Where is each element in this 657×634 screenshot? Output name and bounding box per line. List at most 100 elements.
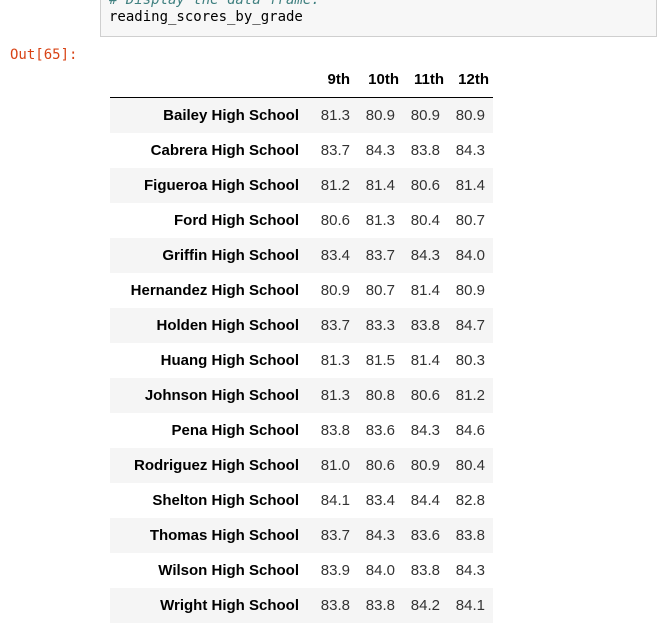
row-index-label: Bailey High School bbox=[163, 107, 299, 124]
header-row: 9th 10th 11th 12th bbox=[110, 62, 493, 98]
table-cell: 84.0 bbox=[455, 247, 485, 264]
table-cell: 83.8 bbox=[410, 562, 440, 579]
table-cell: 81.4 bbox=[410, 352, 440, 369]
table-cell: 81.4 bbox=[365, 177, 395, 194]
table-row: Huang High School 81.3 81.5 81.4 80.3 bbox=[110, 343, 493, 378]
table-row: Griffin High School 83.4 83.7 84.3 84.0 bbox=[110, 238, 493, 273]
column-header: 10th bbox=[358, 62, 403, 98]
row-index-label: Wright High School bbox=[160, 597, 299, 614]
table-cell: 81.2 bbox=[455, 387, 485, 404]
table-row: Figueroa High School 81.2 81.4 80.6 81.4 bbox=[110, 168, 493, 203]
table-cell: 81.0 bbox=[320, 457, 350, 474]
table-cell: 80.4 bbox=[455, 457, 485, 474]
row-index-label: Rodriguez High School bbox=[134, 457, 299, 474]
table-cell: 82.8 bbox=[455, 492, 485, 509]
table-cell: 80.9 bbox=[410, 107, 440, 124]
output-prompt: Out[65]: bbox=[10, 47, 78, 63]
table-cell: 83.3 bbox=[365, 317, 395, 334]
table-cell: 81.2 bbox=[320, 177, 350, 194]
table-row: Ford High School 80.6 81.3 80.4 80.7 bbox=[110, 203, 493, 238]
table-header: 9th 10th 11th 12th bbox=[110, 62, 493, 98]
table-cell: 81.3 bbox=[320, 352, 350, 369]
table-cell: 84.3 bbox=[455, 562, 485, 579]
row-index-label: Thomas High School bbox=[149, 527, 299, 544]
table-cell: 83.8 bbox=[410, 142, 440, 159]
table-cell: 83.8 bbox=[320, 597, 350, 614]
table-cell: 81.3 bbox=[320, 387, 350, 404]
table-cell: 83.4 bbox=[365, 492, 395, 509]
code-line: reading_scores_by_grade bbox=[109, 9, 303, 25]
table-cell: 84.1 bbox=[455, 597, 485, 614]
row-index-label: Ford High School bbox=[174, 212, 299, 229]
table-cell: 80.7 bbox=[365, 282, 395, 299]
table-row: Shelton High School 84.1 83.4 84.4 82.8 bbox=[110, 483, 493, 518]
table-cell: 80.6 bbox=[410, 177, 440, 194]
table-cell: 84.3 bbox=[455, 142, 485, 159]
table-cell: 83.9 bbox=[320, 562, 350, 579]
table-cell: 84.3 bbox=[410, 422, 440, 439]
table-cell: 83.6 bbox=[410, 527, 440, 544]
table-cell: 84.3 bbox=[410, 247, 440, 264]
table-row: Thomas High School 83.7 84.3 83.6 83.8 bbox=[110, 518, 493, 553]
table-cell: 83.8 bbox=[410, 317, 440, 334]
table-cell: 80.9 bbox=[410, 457, 440, 474]
table-row: Bailey High School 81.3 80.9 80.9 80.9 bbox=[110, 97, 493, 133]
table-cell: 84.3 bbox=[365, 142, 395, 159]
row-index-label: Wilson High School bbox=[158, 562, 299, 579]
table-cell: 84.1 bbox=[320, 492, 350, 509]
table-cell: 81.5 bbox=[365, 352, 395, 369]
table-cell: 80.9 bbox=[365, 107, 395, 124]
row-index-label: Pena High School bbox=[171, 422, 299, 439]
table-row: Pena High School 83.8 83.6 84.3 84.6 bbox=[110, 413, 493, 448]
table-body: Bailey High School 81.3 80.9 80.9 80.9 Cabrer… bbox=[110, 97, 493, 623]
column-header: 12th bbox=[448, 62, 493, 98]
table-cell: 83.8 bbox=[320, 422, 350, 439]
table-cell: 81.4 bbox=[410, 282, 440, 299]
table-cell: 80.9 bbox=[320, 282, 350, 299]
table-cell: 80.3 bbox=[455, 352, 485, 369]
row-index-label: Cabrera High School bbox=[150, 142, 299, 159]
table-cell: 83.7 bbox=[320, 527, 350, 544]
table-cell: 83.7 bbox=[320, 142, 350, 159]
table-row: Cabrera High School 83.7 84.3 83.8 84.3 bbox=[110, 133, 493, 168]
table-cell: 83.7 bbox=[320, 317, 350, 334]
table-cell: 83.8 bbox=[365, 597, 395, 614]
code-input-cell[interactable]: # Display the data frame. reading_scores… bbox=[100, 0, 657, 37]
dataframe-table: 9th 10th 11th 12th Bailey High School 81.… bbox=[110, 62, 493, 623]
row-index-label: Shelton High School bbox=[152, 492, 299, 509]
table-cell: 83.8 bbox=[455, 527, 485, 544]
table-cell: 84.4 bbox=[410, 492, 440, 509]
table-cell: 84.3 bbox=[365, 527, 395, 544]
column-header: 11th bbox=[403, 62, 448, 98]
table-row: Wright High School 83.8 83.8 84.2 84.1 bbox=[110, 588, 493, 623]
table-cell: 84.2 bbox=[410, 597, 440, 614]
table-cell: 80.9 bbox=[455, 282, 485, 299]
table-cell: 81.3 bbox=[320, 107, 350, 124]
index-header bbox=[110, 62, 305, 98]
row-index-label: Johnson High School bbox=[144, 387, 299, 404]
table-cell: 80.6 bbox=[320, 212, 350, 229]
table-cell: 80.7 bbox=[455, 212, 485, 229]
table-row: Hernandez High School 80.9 80.7 81.4 80.9 bbox=[110, 273, 493, 308]
row-index-label: Hernandez High School bbox=[130, 282, 299, 299]
table-row: Rodriguez High School 81.0 80.6 80.9 80.4 bbox=[110, 448, 493, 483]
table-cell: 84.7 bbox=[455, 317, 485, 334]
table-cell: 83.4 bbox=[320, 247, 350, 264]
table-cell: 80.6 bbox=[365, 457, 395, 474]
code-comment: # Display the data frame. bbox=[109, 0, 320, 8]
table-cell: 80.6 bbox=[410, 387, 440, 404]
table-cell: 80.4 bbox=[410, 212, 440, 229]
row-index-label: Huang High School bbox=[160, 352, 299, 369]
table-cell: 83.6 bbox=[365, 422, 395, 439]
table-cell: 81.3 bbox=[365, 212, 395, 229]
table-cell: 84.6 bbox=[455, 422, 485, 439]
table-cell: 84.0 bbox=[365, 562, 395, 579]
table-cell: 80.9 bbox=[455, 107, 485, 124]
table-row: Wilson High School 83.9 84.0 83.8 84.3 bbox=[110, 553, 493, 588]
table-row: Holden High School 83.7 83.3 83.8 84.7 bbox=[110, 308, 493, 343]
row-index-label: Holden High School bbox=[156, 317, 300, 334]
row-index-label: Figueroa High School bbox=[143, 177, 299, 194]
table-row: Johnson High School 81.3 80.8 80.6 81.2 bbox=[110, 378, 493, 413]
column-header: 9th bbox=[305, 62, 358, 98]
table-cell: 83.7 bbox=[365, 247, 395, 264]
